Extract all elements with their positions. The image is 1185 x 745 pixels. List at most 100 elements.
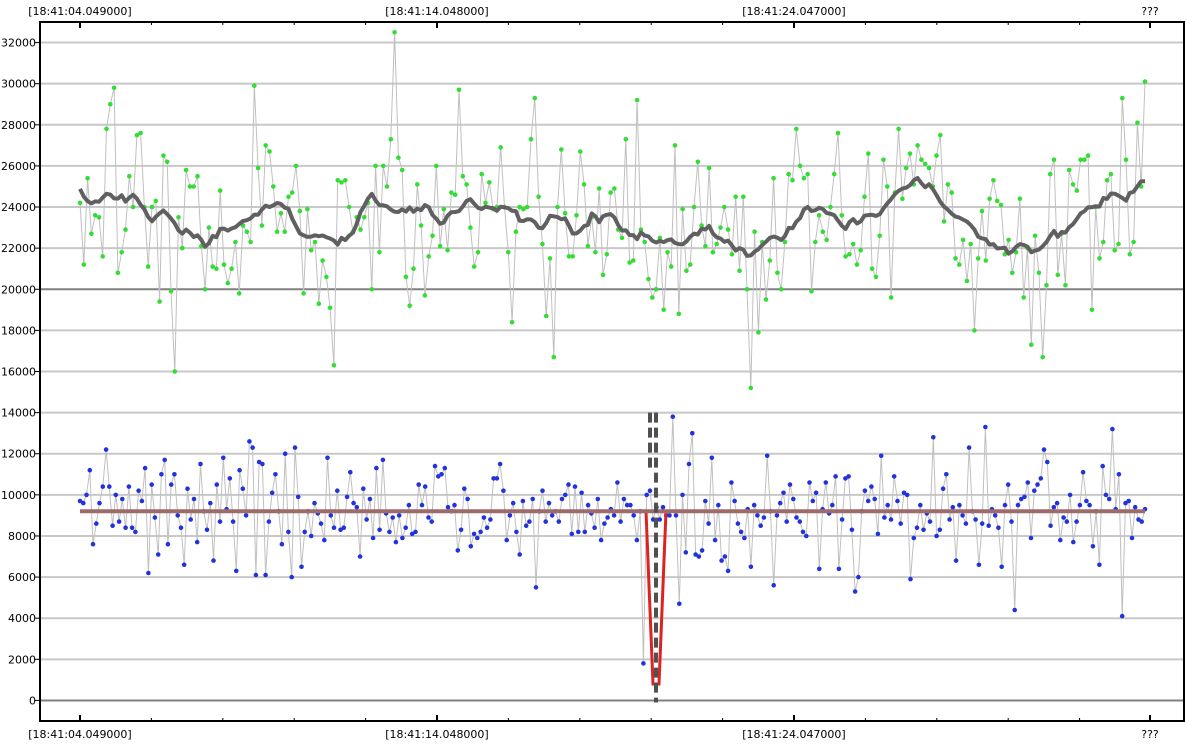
- green-point: [418, 223, 424, 228]
- blue-point: [465, 496, 470, 502]
- blue-point: [690, 430, 695, 436]
- blue-point: [494, 476, 500, 481]
- green-point: [957, 262, 962, 267]
- blue-point: [374, 465, 379, 471]
- green-point: [816, 213, 822, 218]
- blue-point: [1116, 472, 1122, 477]
- green-point: [1051, 157, 1057, 162]
- blue-point: [1058, 537, 1063, 543]
- green-point: [941, 219, 947, 224]
- blue-point: [462, 486, 467, 492]
- green-point: [127, 173, 132, 179]
- blue-point: [1002, 502, 1008, 508]
- blue-point: [641, 661, 646, 666]
- blue-point: [872, 496, 877, 502]
- blue-point: [247, 439, 252, 444]
- blue-point: [439, 472, 444, 477]
- blue-point: [286, 529, 291, 535]
- blue-point: [77, 498, 83, 504]
- green-point: [449, 190, 454, 195]
- blue-point: [615, 480, 620, 485]
- green-point: [915, 143, 920, 148]
- green-point: [922, 161, 928, 167]
- blue-point: [377, 527, 382, 533]
- blue-point: [1106, 496, 1112, 502]
- blue-point: [1015, 502, 1021, 508]
- blue-point: [1090, 544, 1096, 549]
- blue-point: [344, 494, 350, 500]
- green-point: [236, 291, 242, 296]
- green-point: [668, 264, 674, 269]
- blue-point: [817, 566, 822, 572]
- blue-point: [999, 564, 1004, 570]
- y-tick-label: 32000: [1, 37, 36, 50]
- blue-point: [703, 498, 708, 504]
- green-point: [706, 165, 712, 171]
- green-point: [233, 239, 238, 245]
- blue-point: [976, 562, 982, 568]
- green-point: [900, 196, 905, 202]
- blue-point: [934, 533, 939, 539]
- blue-point: [1100, 463, 1105, 469]
- blue-point: [367, 496, 373, 502]
- blue-point: [921, 527, 926, 533]
- green-point: [968, 241, 973, 247]
- green-point: [229, 266, 234, 272]
- blue-point: [1071, 539, 1076, 545]
- blue-point: [510, 500, 516, 506]
- blue-point: [807, 480, 812, 485]
- green-point: [687, 262, 693, 267]
- green-point: [255, 165, 261, 171]
- blue-point: [996, 525, 1001, 530]
- blue-point: [787, 482, 793, 487]
- blue-point: [97, 500, 102, 506]
- blue-point: [1012, 607, 1017, 613]
- time-tick-label: [18:41:24.047000]: [742, 728, 845, 741]
- top-time-axis: [18:41:04.049000] [18:41:14.048000] [18:41…: [28, 5, 1159, 28]
- blue-point: [217, 519, 223, 524]
- green-point: [737, 268, 742, 274]
- green-point: [343, 178, 348, 183]
- green-point: [725, 227, 731, 232]
- blue-point: [400, 535, 405, 541]
- green-point: [983, 258, 989, 263]
- blue-point: [129, 525, 135, 530]
- green-point: [650, 295, 655, 300]
- blue-point: [380, 457, 386, 463]
- green-point: [1116, 241, 1121, 247]
- bottom-time-axis: [18:41:04.049000] [18:41:14.048000] [18:41…: [28, 715, 1159, 741]
- blue-point: [84, 492, 89, 498]
- blue-point: [1110, 426, 1115, 432]
- blue-point: [419, 502, 425, 508]
- blue-point: [777, 500, 783, 506]
- blue-point: [738, 529, 744, 535]
- y-tick-label: 30000: [1, 78, 36, 91]
- blue-point: [331, 525, 337, 530]
- green-point: [786, 171, 791, 177]
- blue-point: [432, 463, 438, 469]
- green-point: [998, 202, 1004, 208]
- blue-point: [243, 513, 249, 518]
- green-point: [509, 319, 515, 325]
- blue-point: [885, 502, 890, 508]
- green-point: [1006, 237, 1011, 243]
- green-point: [934, 153, 939, 158]
- green-point: [1097, 256, 1102, 261]
- blue-point: [393, 539, 399, 545]
- blue-point: [318, 521, 324, 526]
- green-point: [289, 190, 295, 195]
- blue-point: [1045, 459, 1050, 465]
- green-point: [278, 210, 284, 216]
- green-point: [885, 184, 890, 189]
- green-point: [771, 175, 776, 181]
- blue-point: [139, 498, 145, 504]
- blue-point: [149, 482, 154, 487]
- y-tick-label: 8000: [8, 530, 36, 543]
- green-point: [161, 153, 166, 158]
- green-point: [1135, 120, 1140, 125]
- green-point: [631, 258, 636, 263]
- green-point: [938, 132, 943, 138]
- green-point: [441, 206, 447, 212]
- blue-point: [413, 529, 418, 535]
- blue-point: [94, 521, 99, 526]
